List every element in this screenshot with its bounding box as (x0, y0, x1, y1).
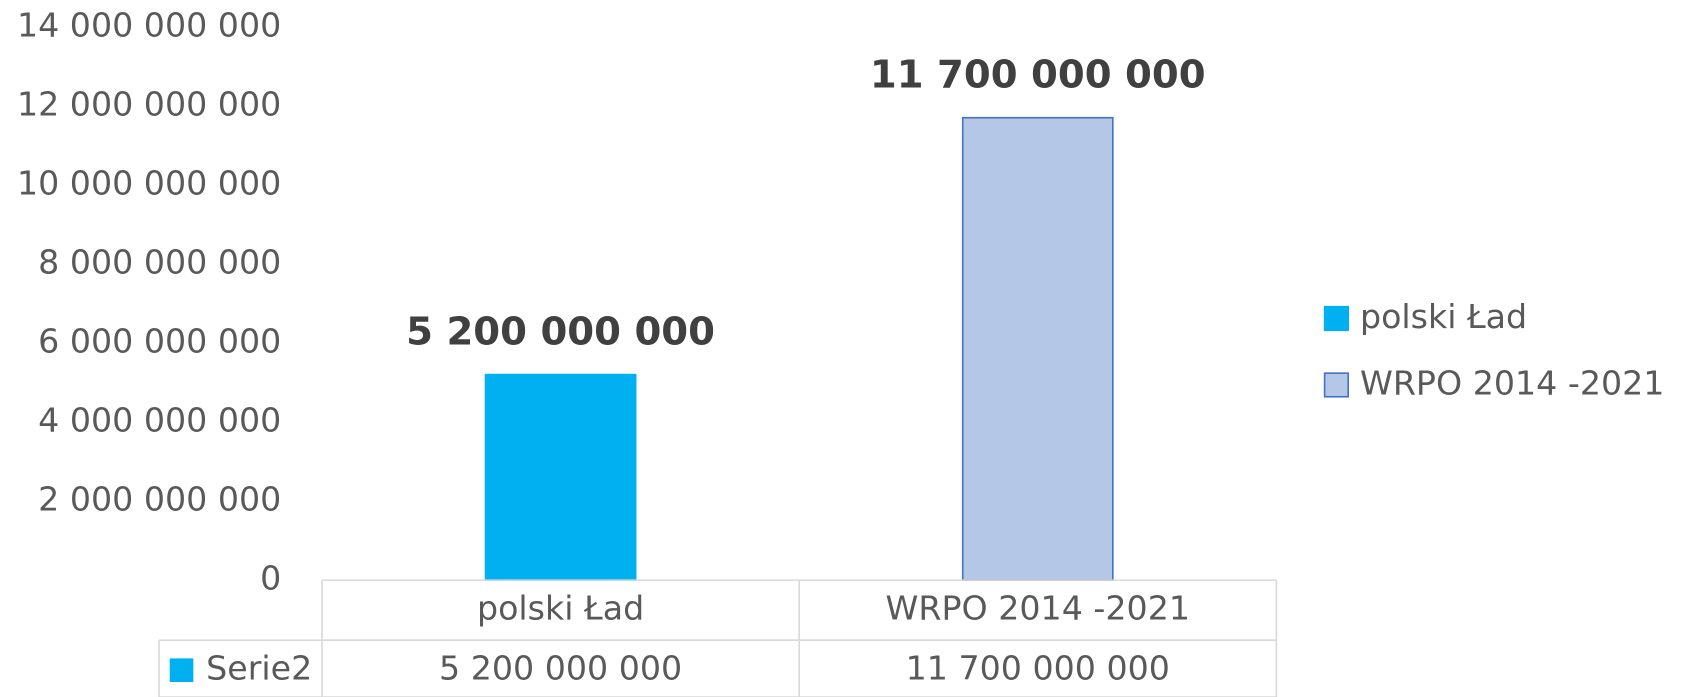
y-tick-label: 14 000 000 000 (17, 5, 281, 44)
table-legend-key (169, 658, 194, 682)
y-tick-label: 12 000 000 000 (17, 84, 281, 123)
bar (484, 373, 637, 581)
y-tick-label: 10 000 000 000 (17, 163, 281, 202)
table-category: polski Ład (477, 589, 644, 628)
legend-key (1323, 372, 1350, 398)
data-label: 11 700 000 000 (870, 52, 1206, 97)
bar (961, 116, 1114, 581)
legend-key (1323, 305, 1350, 332)
data-label: 5 200 000 000 (406, 309, 715, 354)
table-category: WRPO 2014 -2021 (886, 589, 1190, 628)
legend-label: polski Ład (1360, 297, 1527, 336)
legend-label: WRPO 2014 -2021 (1360, 363, 1664, 402)
y-tick-label: 8 000 000 000 (38, 242, 281, 281)
y-tick-label: 6 000 000 000 (38, 321, 281, 360)
y-tick-label: 2 000 000 000 (38, 480, 281, 519)
y-tick-label: 0 (260, 559, 281, 598)
table-series-name: Serie2 (206, 649, 312, 688)
table-value: 11 700 000 000 (906, 649, 1170, 688)
y-tick-label: 4 000 000 000 (38, 401, 281, 440)
table-value: 5 200 000 000 (439, 649, 682, 688)
